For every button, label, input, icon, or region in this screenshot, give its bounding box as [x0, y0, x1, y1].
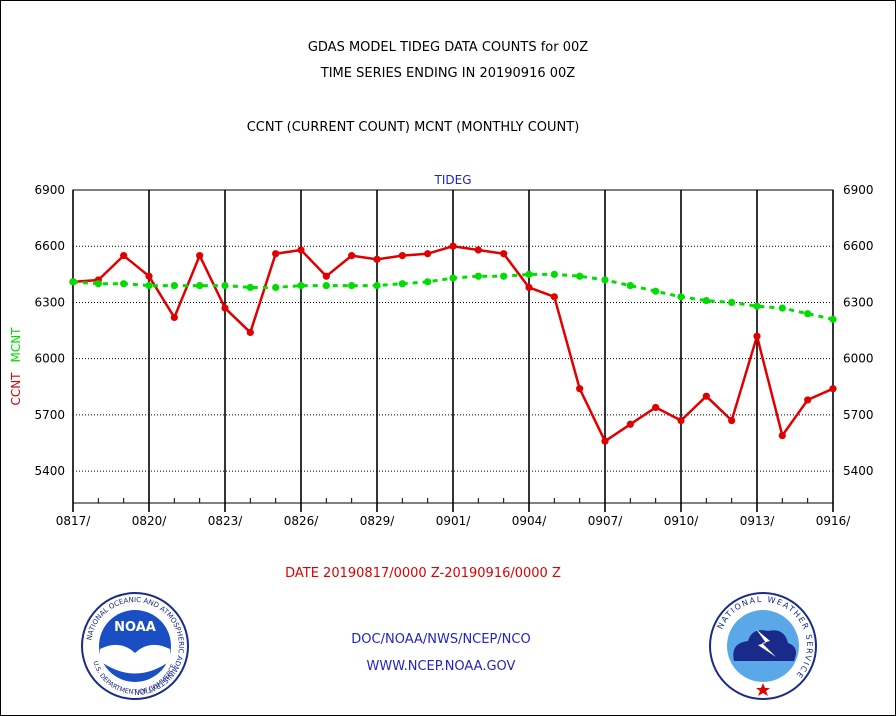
data-point-mcnt [272, 283, 280, 292]
chart-title-line1: GDAS MODEL TIDEG DATA COUNTS for 00Z [307, 40, 589, 55]
data-point-ccnt [474, 246, 482, 254]
y-tick-label-right: 5400 [843, 464, 874, 478]
data-point-mcnt [120, 280, 128, 288]
y-tick-label-right: 6000 [843, 352, 874, 366]
y-tick-label-left: 5400 [34, 464, 65, 478]
data-point-mcnt [373, 281, 381, 290]
nws-logo-icon: NATIONAL WEATHER SERVICE [709, 592, 817, 700]
plot-title: TIDEG [434, 173, 472, 187]
data-point-ccnt [728, 416, 736, 425]
data-point-ccnt [753, 332, 761, 340]
y-tick-label-right: 6300 [843, 295, 874, 309]
x-tick-label: 0820/ [132, 514, 168, 528]
y-tick-label-left: 6600 [34, 239, 65, 253]
x-tick-label: 0910/ [664, 514, 700, 528]
y-tick-label-right: 5700 [843, 408, 874, 422]
data-point-mcnt [196, 281, 204, 290]
x-tick-label: 0901/ [436, 514, 472, 528]
data-point-mcnt [753, 302, 761, 310]
data-point-ccnt [500, 250, 508, 258]
x-tick-label: 0916/ [816, 514, 852, 528]
x-tick-label: 0817/ [56, 514, 92, 528]
data-point-ccnt [145, 272, 153, 280]
data-point-mcnt [829, 315, 837, 323]
data-point-mcnt [500, 272, 508, 280]
data-point-ccnt [398, 251, 406, 260]
data-point-ccnt [652, 403, 660, 412]
x-tick-label: 0823/ [208, 514, 244, 528]
date-range-label: DATE 20190817/0000 Z-20190916/0000 Z [285, 566, 561, 581]
data-point-mcnt [550, 270, 558, 278]
x-tick-label: 0829/ [360, 514, 396, 528]
y-tick-label-left: 6900 [34, 183, 65, 197]
x-tick-label: 0904/ [512, 514, 548, 528]
data-point-mcnt [398, 280, 406, 288]
chart-title-line2: TIME SERIES ENDING IN 20190916 00Z [320, 66, 576, 81]
data-point-mcnt [246, 283, 254, 292]
data-point-mcnt [424, 278, 432, 286]
x-tick-label: 0913/ [740, 514, 776, 528]
data-point-ccnt [525, 283, 533, 292]
data-point-mcnt [449, 274, 457, 282]
data-point-ccnt [348, 251, 356, 260]
footer-url-line: WWW.NCEP.NOAA.GOV [366, 659, 516, 674]
data-point-ccnt [601, 437, 609, 445]
data-point-ccnt [246, 328, 254, 337]
data-point-mcnt [474, 272, 482, 280]
data-point-mcnt [778, 304, 786, 312]
data-point-mcnt [348, 281, 356, 290]
y-tick-label-left: 6000 [34, 352, 65, 366]
data-point-mcnt [702, 296, 710, 305]
data-point-mcnt [601, 276, 609, 284]
data-point-ccnt [373, 255, 381, 263]
y-tick-label-right: 6600 [843, 239, 874, 253]
data-point-mcnt [804, 310, 812, 318]
data-point-ccnt [702, 392, 710, 400]
data-point-ccnt [677, 416, 685, 425]
noaa-logo-icon: NATIONAL OCEANIC AND ATMOSPHERIC ADMINIS… [81, 592, 189, 700]
y-tick-label-left: 5700 [34, 408, 65, 422]
data-point-ccnt [829, 385, 837, 393]
data-point-mcnt [69, 278, 77, 286]
data-point-ccnt [550, 293, 558, 301]
data-point-ccnt [196, 251, 204, 260]
data-point-ccnt [170, 313, 178, 322]
data-point-ccnt [272, 250, 280, 258]
x-tick-label: 0907/ [588, 514, 624, 528]
data-point-mcnt [145, 281, 153, 290]
data-point-ccnt [120, 251, 128, 260]
data-point-ccnt [297, 246, 305, 254]
data-point-ccnt [626, 420, 634, 428]
data-point-mcnt [652, 287, 660, 295]
data-point-mcnt [94, 280, 102, 288]
data-point-mcnt [525, 270, 533, 278]
footer-org-line: DOC/NOAA/NWS/NCEP/NCO [351, 632, 531, 647]
y-tick-label-left: 6300 [34, 295, 65, 309]
data-point-mcnt [677, 293, 685, 301]
y-axis-label-mcnt: MCNT [9, 327, 23, 363]
data-point-mcnt [322, 281, 330, 290]
data-point-ccnt [424, 250, 432, 258]
data-point-mcnt [626, 281, 634, 290]
data-point-mcnt [221, 281, 229, 290]
y-axis-label-ccnt: CCNT [9, 372, 23, 406]
data-point-ccnt [322, 272, 330, 280]
chart-subtitle: CCNT (CURRENT COUNT) MCNT (MONTHLY COUNT… [246, 120, 580, 135]
data-point-ccnt [221, 304, 229, 312]
data-point-ccnt [449, 242, 457, 250]
x-tick-label: 0826/ [284, 514, 320, 528]
data-point-mcnt [297, 281, 305, 290]
data-point-mcnt [728, 298, 736, 307]
y-tick-label-right: 6900 [843, 183, 874, 197]
data-point-mcnt [170, 281, 178, 290]
data-point-mcnt [576, 272, 584, 280]
data-point-ccnt [576, 385, 584, 393]
data-point-ccnt [804, 396, 812, 404]
noaa-logo-text: NOAA [114, 620, 156, 635]
data-point-ccnt [778, 431, 786, 440]
